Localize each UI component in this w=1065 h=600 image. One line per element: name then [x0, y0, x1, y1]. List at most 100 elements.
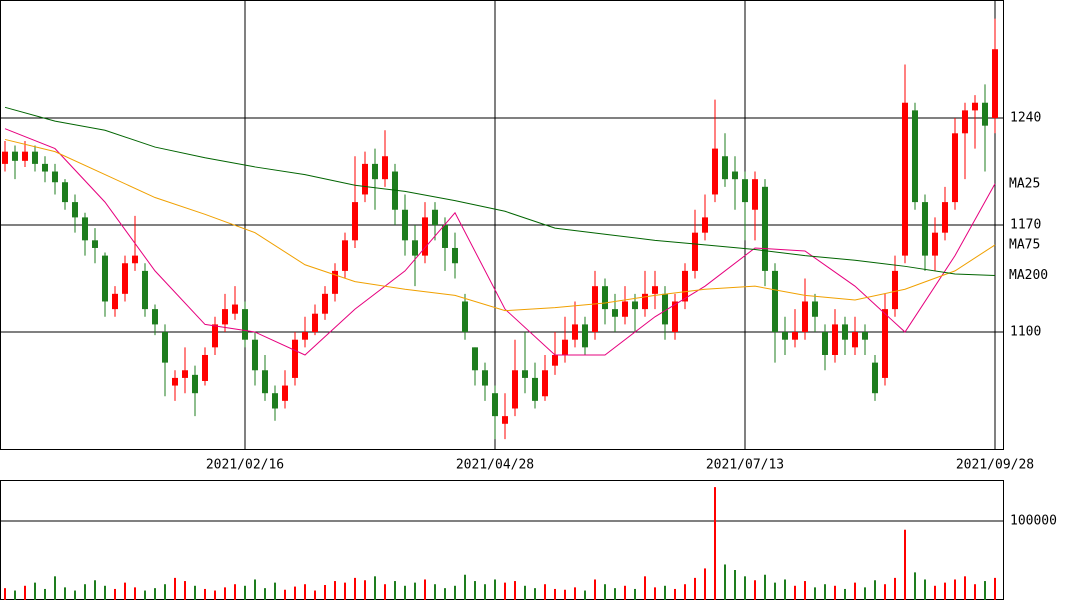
volume-bar [554, 588, 556, 600]
volume-bar [294, 586, 296, 600]
volume-bar [274, 582, 276, 600]
candle-body [612, 309, 618, 317]
volume-bar [114, 588, 116, 600]
volume-bar [44, 588, 46, 600]
candle-body [312, 313, 318, 333]
candle-body [92, 240, 98, 248]
volume-bar [534, 588, 536, 600]
candle-body [472, 347, 478, 371]
candle-body [112, 293, 118, 310]
volume-bar [104, 585, 106, 600]
candle-body [892, 270, 898, 310]
volume-tick-label: 100000 [1010, 514, 1057, 529]
volume-bar [54, 576, 56, 600]
candle-body [972, 102, 978, 111]
volume-bar [364, 580, 366, 600]
volume-bar [984, 581, 986, 600]
volume-bar [754, 580, 756, 600]
candle-body [232, 304, 238, 314]
candle-body [692, 232, 698, 271]
candle-body [102, 255, 108, 302]
candle-body [2, 151, 8, 164]
volume-bar [144, 590, 146, 600]
candle-body [132, 255, 138, 264]
volume-bar [784, 579, 786, 600]
candle-body [62, 182, 68, 203]
volume-bar [474, 581, 476, 600]
volume-bar [374, 576, 376, 600]
candle-body [842, 324, 848, 340]
volume-bar [654, 587, 656, 600]
volume-bar [84, 584, 86, 600]
candle-body [802, 301, 808, 333]
volume-bar [614, 588, 616, 600]
volume-bar [964, 576, 966, 600]
candle-body [452, 247, 458, 264]
candle-body [562, 339, 568, 355]
candle-body [12, 151, 18, 161]
volume-bar [604, 584, 606, 600]
volume-bar [94, 580, 96, 600]
candle-body [992, 49, 998, 119]
candle-body [362, 163, 368, 195]
volume-bar [624, 585, 626, 600]
candle-body [682, 270, 688, 302]
volume-bar [504, 582, 506, 600]
candle-body [792, 332, 798, 340]
volume-bar [434, 584, 436, 600]
volume-bar [994, 577, 996, 600]
volume-bar [74, 590, 76, 600]
volume-bar [234, 584, 236, 600]
candle-body [202, 354, 208, 381]
candle-body [862, 332, 868, 340]
candle-body [542, 370, 548, 397]
volume-bar [404, 585, 406, 600]
candle-body [722, 156, 728, 180]
volume-bar [14, 590, 16, 600]
volume-bar [344, 582, 346, 600]
volume-bar [894, 577, 896, 600]
candle-body [482, 370, 488, 386]
candle-body [912, 110, 918, 203]
volume-frame [0, 480, 1004, 600]
candle-body [282, 385, 288, 401]
candle-body [982, 102, 988, 126]
candle-body [672, 301, 678, 333]
candle-body [872, 362, 878, 394]
volume-bar [914, 572, 916, 600]
volume-bar [634, 588, 636, 600]
volume-bar [64, 587, 66, 600]
candle-body [582, 324, 588, 348]
volume-bar [224, 587, 226, 600]
candle-body [352, 202, 358, 241]
volume-bar [134, 587, 136, 600]
candle-body [82, 217, 88, 241]
volume-bar [314, 590, 316, 600]
candle-body [152, 309, 158, 325]
candle-body [882, 309, 888, 378]
volume-bar [154, 588, 156, 600]
volume-bar [424, 579, 426, 600]
candle-body [272, 393, 278, 409]
x-tick-label: 2021/02/16 [206, 458, 284, 473]
volume-bar [444, 588, 446, 600]
candle-body [952, 133, 958, 203]
volume-bar [774, 582, 776, 600]
candle-body [632, 301, 638, 310]
volume-bar [814, 587, 816, 600]
volume-bar [644, 576, 646, 600]
candle-body [732, 171, 738, 180]
candle-body [402, 209, 408, 241]
candle-body [932, 232, 938, 256]
volume-bar [544, 584, 546, 600]
volume-bar [704, 568, 706, 600]
candle-body [182, 370, 188, 378]
candle-body [442, 225, 448, 248]
candle-body [812, 301, 818, 317]
candle-body [962, 110, 968, 134]
volume-bar [214, 590, 216, 600]
volume-bar [264, 588, 266, 600]
volume-bar [594, 579, 596, 600]
volume-bar [684, 584, 686, 600]
